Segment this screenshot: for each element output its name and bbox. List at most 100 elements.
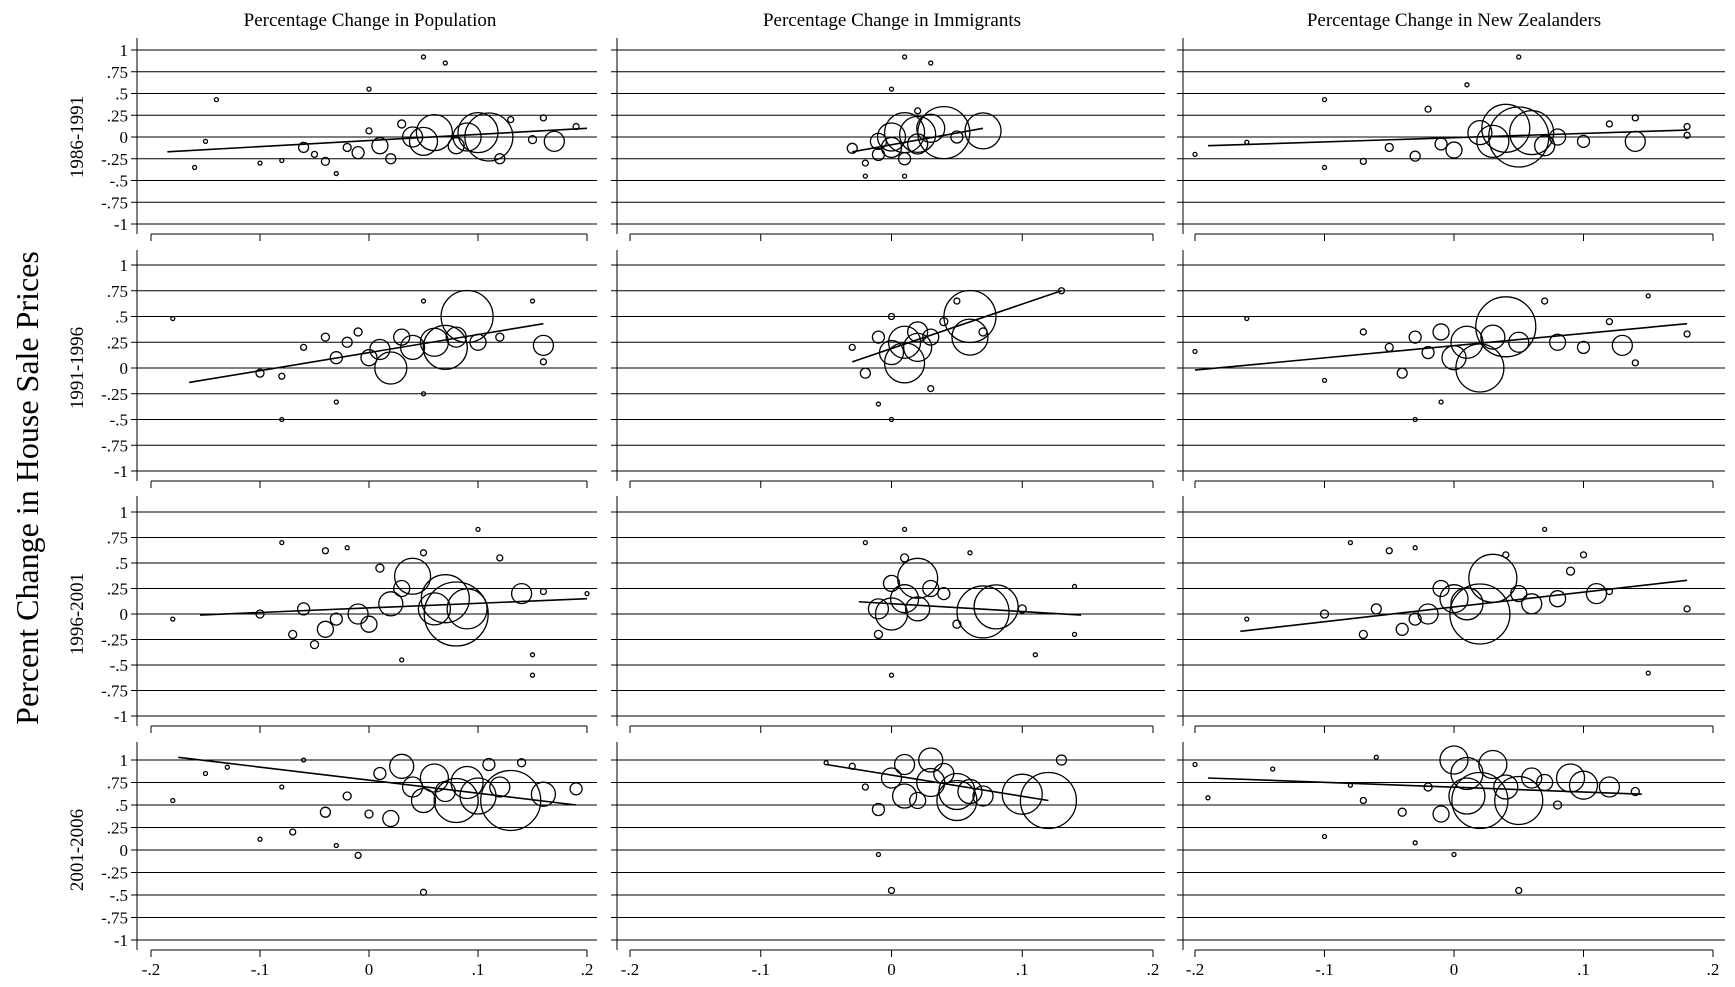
y-tick-label: .25 bbox=[107, 333, 128, 352]
y-tick-label: .25 bbox=[107, 580, 128, 599]
data-point bbox=[279, 539, 285, 546]
data-point bbox=[279, 416, 285, 423]
data-point bbox=[871, 330, 886, 344]
data-point bbox=[1631, 359, 1639, 367]
data-point bbox=[480, 769, 542, 832]
data-point bbox=[880, 136, 903, 159]
panel-r4-c3: -.2 -.1 0 .1 .2 bbox=[1177, 742, 1725, 979]
y-tick-label: -.25 bbox=[101, 150, 128, 169]
data-point bbox=[1321, 164, 1328, 171]
fitted-line bbox=[1207, 777, 1642, 795]
data-point bbox=[516, 758, 527, 768]
data-point bbox=[319, 806, 332, 818]
data-point bbox=[1510, 584, 1528, 603]
data-point bbox=[279, 784, 285, 790]
data-point bbox=[170, 315, 176, 322]
data-point bbox=[899, 553, 910, 563]
data-point bbox=[1408, 330, 1422, 344]
data-point bbox=[320, 156, 331, 167]
column-title-population: Percentage Change in Population bbox=[244, 10, 497, 31]
data-point bbox=[1192, 761, 1198, 768]
y-tick-label: .75 bbox=[107, 529, 128, 548]
data-point bbox=[333, 842, 339, 849]
data-point bbox=[1509, 109, 1555, 156]
data-point bbox=[859, 367, 871, 379]
y-tick-label: -.5 bbox=[110, 411, 128, 430]
data-point bbox=[1568, 770, 1599, 800]
data-point bbox=[224, 764, 230, 770]
data-point bbox=[907, 321, 929, 343]
y-tick-label: .75 bbox=[107, 774, 128, 793]
x-tick-label: 0 bbox=[365, 960, 374, 979]
panel-r3-c2 bbox=[611, 496, 1165, 733]
data-point bbox=[1542, 526, 1548, 532]
data-point bbox=[888, 416, 895, 423]
data-point bbox=[1683, 131, 1691, 139]
fitted-line bbox=[189, 322, 544, 384]
data-point bbox=[309, 639, 320, 650]
panel-r1-c3 bbox=[1177, 38, 1725, 241]
data-point bbox=[867, 598, 890, 620]
data-point bbox=[1515, 886, 1523, 895]
data-point bbox=[417, 592, 452, 626]
data-point bbox=[1347, 539, 1354, 546]
svg-text:1986-1991: 1986-1991 bbox=[67, 96, 88, 178]
data-point bbox=[529, 298, 536, 304]
y-tick-label: 1 bbox=[120, 751, 129, 770]
data-point bbox=[393, 579, 411, 598]
y-tick-label: 0 bbox=[120, 359, 129, 378]
data-point bbox=[873, 629, 884, 640]
data-point bbox=[1434, 137, 1448, 151]
svg-text:1991-1996: 1991-1996 bbox=[67, 327, 88, 409]
data-point bbox=[951, 318, 989, 356]
data-point bbox=[893, 753, 916, 776]
y-tick-label: 1 bbox=[120, 256, 129, 275]
data-point bbox=[532, 334, 555, 356]
fitted-line bbox=[825, 763, 1049, 802]
data-point bbox=[1445, 141, 1463, 159]
data-point bbox=[1576, 340, 1591, 355]
data-point bbox=[1475, 296, 1537, 358]
data-point bbox=[475, 526, 481, 532]
data-point bbox=[489, 776, 511, 798]
data-point bbox=[1476, 124, 1510, 159]
data-point bbox=[1319, 609, 1330, 619]
fitted-line bbox=[852, 289, 1062, 363]
data-point bbox=[1451, 851, 1457, 858]
data-point bbox=[393, 557, 432, 595]
data-point bbox=[1017, 604, 1027, 614]
x-tick-label: .2 bbox=[581, 960, 594, 979]
data-point bbox=[1409, 150, 1421, 162]
x-tick-label: 0 bbox=[1450, 960, 1459, 979]
data-point bbox=[891, 783, 918, 809]
panel-r4-c2: -.2 -.1 0 .1 .2 bbox=[611, 742, 1165, 979]
data-point bbox=[1412, 840, 1418, 846]
data-point bbox=[1321, 377, 1328, 384]
y-tick-label: .25 bbox=[107, 819, 128, 838]
data-point bbox=[342, 142, 352, 153]
y-tick-label: 0 bbox=[120, 605, 129, 624]
fitted-line bbox=[1207, 129, 1688, 147]
data-point bbox=[1467, 119, 1493, 146]
panel-r1-c1: 1 .75 .5 .25 0 -.25 -.5 -.75 -1 bbox=[101, 38, 597, 241]
data-point bbox=[950, 130, 964, 144]
panel-r2-c2 bbox=[611, 250, 1165, 488]
data-point bbox=[1205, 795, 1211, 801]
data-point bbox=[1439, 745, 1469, 775]
data-point bbox=[861, 783, 869, 791]
data-point bbox=[1468, 553, 1518, 603]
x-tick-label: .2 bbox=[1147, 960, 1160, 979]
data-point bbox=[909, 791, 927, 810]
data-point bbox=[1359, 328, 1367, 336]
data-point bbox=[1683, 605, 1691, 613]
data-point bbox=[901, 526, 908, 532]
data-point bbox=[373, 766, 387, 781]
data-point bbox=[255, 368, 265, 378]
panel-r2-c3 bbox=[1177, 250, 1725, 488]
data-point bbox=[1645, 670, 1651, 676]
x-tick-label: -.1 bbox=[752, 960, 770, 979]
x-tick-label: .1 bbox=[1016, 960, 1029, 979]
x-tick-label: .2 bbox=[1707, 960, 1720, 979]
data-point bbox=[887, 312, 896, 321]
data-point bbox=[973, 584, 1019, 630]
